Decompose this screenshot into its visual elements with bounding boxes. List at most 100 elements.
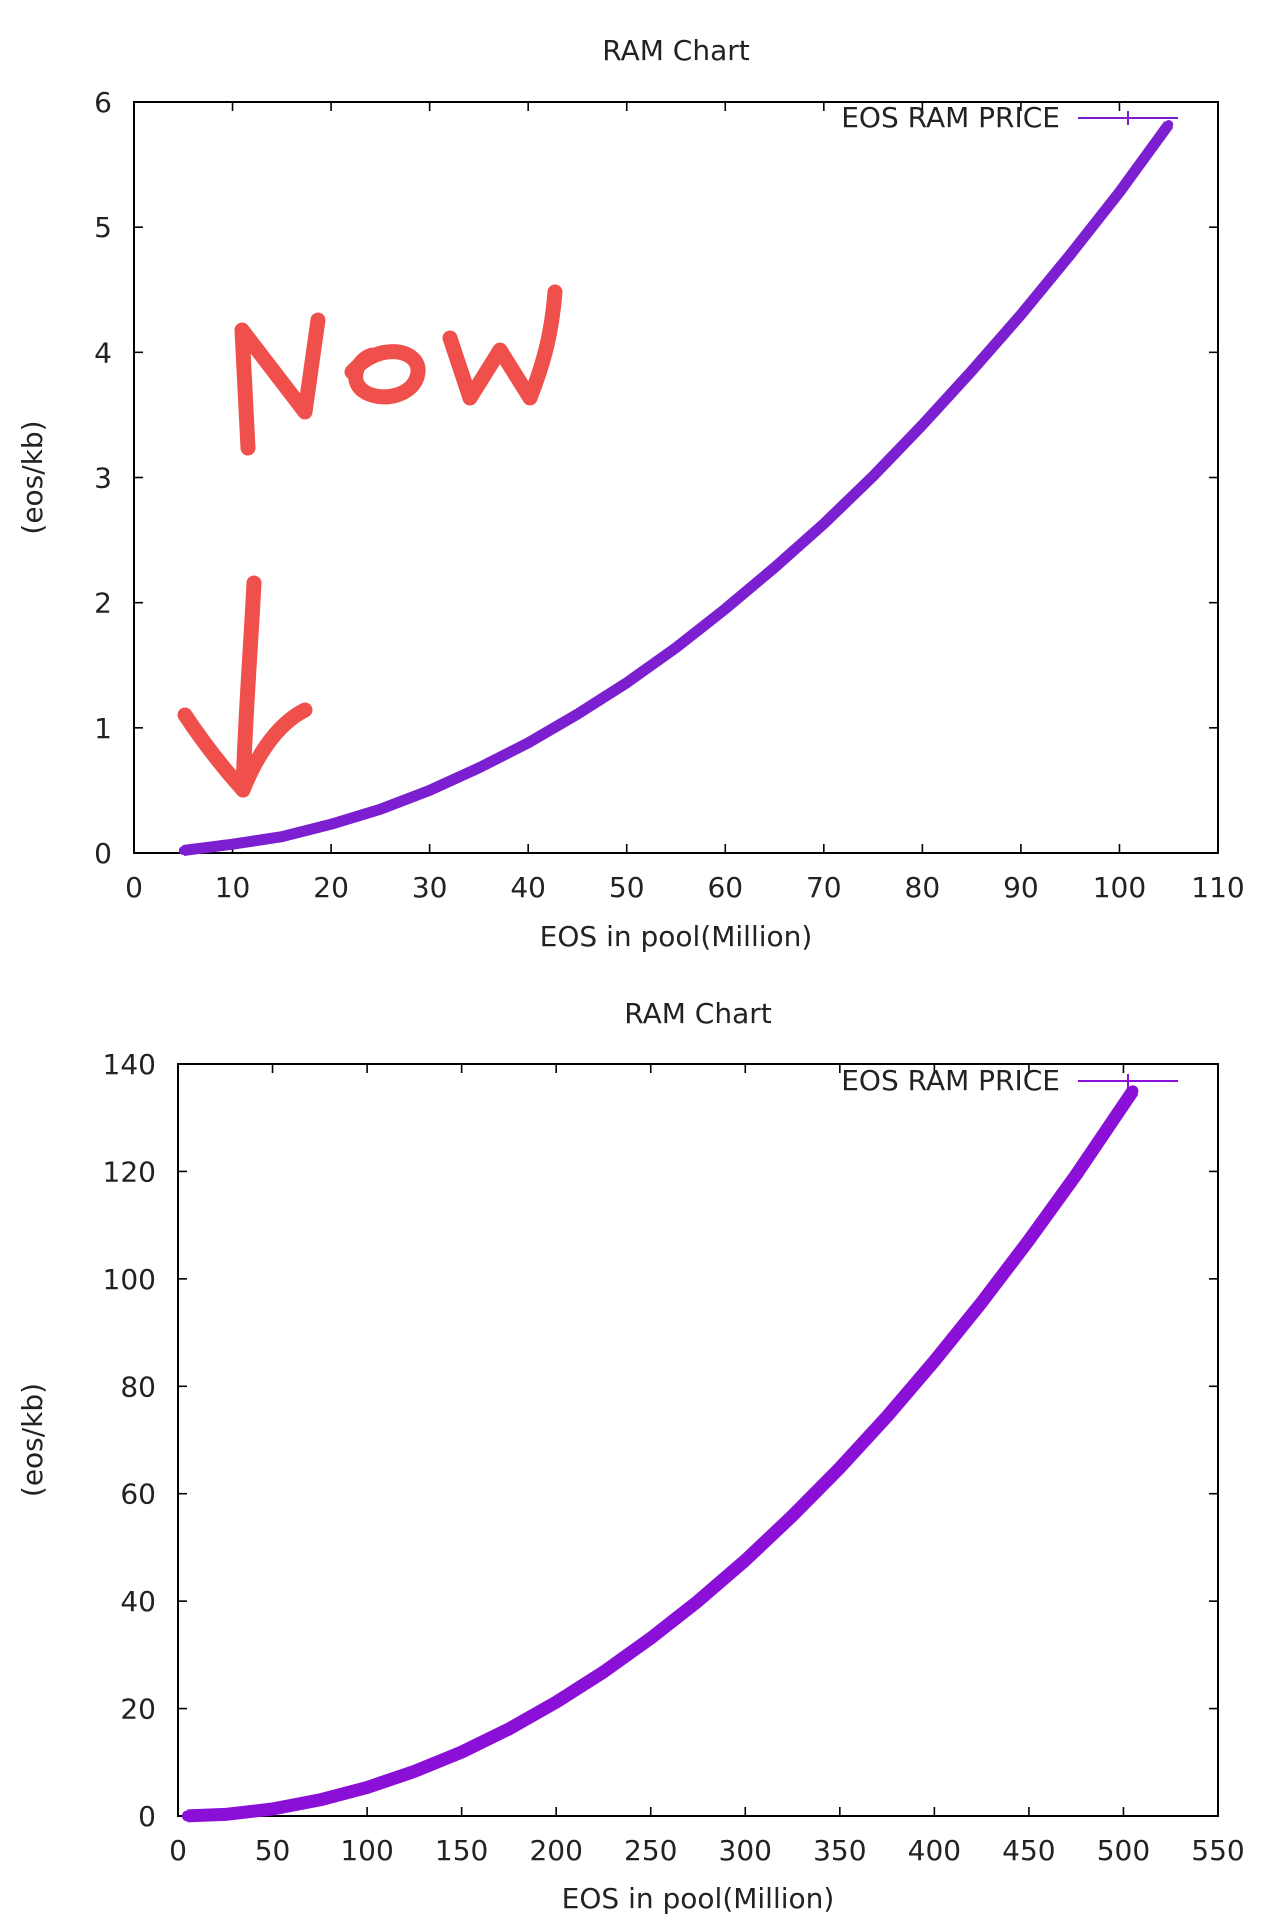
data-point	[967, 366, 977, 376]
x-tick-label: 40	[510, 871, 546, 904]
arrow-head	[177, 702, 313, 798]
x-tick-label: 50	[255, 1834, 291, 1867]
data-point	[1016, 310, 1026, 320]
y-tick-label: 0	[94, 837, 112, 870]
plot-frame	[133, 101, 1219, 854]
data-point	[523, 738, 533, 748]
data-point	[928, 1355, 940, 1367]
y-tick-label: 4	[94, 336, 112, 369]
data-point	[834, 1462, 846, 1474]
data-point	[1164, 120, 1174, 130]
chart-title: RAM Chart	[602, 34, 750, 67]
x-tick-label: 0	[125, 871, 143, 904]
x-tick-label: 90	[1003, 871, 1039, 904]
handwritten-annotation	[177, 284, 563, 798]
series-eos-ram-price	[178, 120, 1174, 856]
y-axis-label: (eos/kb)	[16, 1383, 49, 1497]
plot-frame	[177, 1063, 1219, 1817]
data-point	[1065, 250, 1075, 260]
y-tick-label: 2	[94, 587, 112, 620]
handwritten-letter-n	[234, 312, 326, 456]
data-point	[228, 839, 238, 849]
x-tick-label: 70	[806, 871, 842, 904]
x-tick-label: 100	[1093, 871, 1146, 904]
data-point	[1127, 1085, 1139, 1097]
data-point	[277, 832, 287, 842]
x-tick-label: 80	[905, 871, 941, 904]
x-tick-label: 20	[313, 871, 349, 904]
data-point	[550, 1696, 562, 1708]
x-tick-label: 100	[340, 1834, 393, 1867]
y-tick-label: 6	[94, 86, 112, 119]
chart-title: RAM Chart	[624, 997, 772, 1030]
y-tick-label: 140	[103, 1048, 156, 1081]
data-point	[326, 819, 336, 829]
legend-label: EOS RAM PRICE	[841, 1064, 1060, 1097]
x-tick-label: 250	[624, 1834, 677, 1867]
data-point	[219, 1808, 231, 1820]
x-tick-label: 60	[707, 871, 743, 904]
data-point	[408, 1765, 420, 1777]
data-point	[267, 1803, 279, 1815]
legend-label: EOS RAM PRICE	[841, 101, 1060, 134]
x-axis-label: EOS in pool(Million)	[540, 920, 813, 953]
data-point	[361, 1782, 373, 1794]
data-point	[375, 804, 385, 814]
data-point	[456, 1746, 468, 1758]
series-line	[187, 1087, 1139, 1823]
data-point	[770, 563, 780, 573]
data-point	[976, 1296, 988, 1308]
handwritten-letter-w	[442, 284, 563, 406]
data-point	[178, 845, 188, 855]
chart-1: RAM Chart 0 10 20 30 40 50 60 70 80 90 100 110 0 1 2 3 4 5…	[16, 34, 1245, 953]
data-point	[671, 643, 681, 653]
x-tick-label: 500	[1097, 1834, 1150, 1867]
data-point	[1070, 1169, 1082, 1181]
y-tick-label: 40	[120, 1585, 156, 1618]
x-tick-label: 550	[1191, 1834, 1244, 1867]
y-tick-label: 1	[94, 712, 112, 745]
x-tick-label: 10	[215, 871, 251, 904]
x-tick-label: 30	[412, 871, 448, 904]
handwritten-letter-o	[344, 344, 426, 405]
data-point	[819, 519, 829, 529]
series-line	[182, 121, 1174, 856]
x-tick-label: 200	[529, 1834, 582, 1867]
data-point	[474, 763, 484, 773]
data-point	[917, 420, 927, 430]
x-tick-label: 50	[609, 871, 645, 904]
x-tick-label: 300	[719, 1834, 772, 1867]
data-point	[572, 709, 582, 719]
data-point	[720, 604, 730, 614]
series-eos-ram-price	[181, 1085, 1139, 1823]
data-point	[597, 1666, 609, 1678]
x-tick-label: 450	[1002, 1834, 1055, 1867]
data-point	[1023, 1234, 1035, 1246]
data-point	[622, 678, 632, 688]
data-point	[1114, 187, 1124, 197]
y-tick-label: 60	[120, 1478, 156, 1511]
data-point	[425, 785, 435, 795]
x-tick-label: 400	[908, 1834, 961, 1867]
y-tick-label: 20	[120, 1693, 156, 1726]
y-tick-label: 0	[138, 1800, 156, 1833]
y-tick-label: 120	[103, 1155, 156, 1188]
data-point	[787, 1510, 799, 1522]
arrow-shaft	[235, 575, 262, 798]
y-tick-label: 3	[94, 462, 112, 495]
y-tick-label: 5	[94, 211, 112, 244]
y-axis-label: (eos/kb)	[16, 420, 49, 534]
data-point	[503, 1723, 515, 1735]
data-point	[692, 1595, 704, 1607]
data-point	[645, 1632, 657, 1644]
x-tick-label: 350	[813, 1834, 866, 1867]
data-point	[868, 471, 878, 481]
y-tick-label: 100	[103, 1263, 156, 1296]
x-tick-label: 0	[169, 1834, 187, 1867]
data-point	[314, 1794, 326, 1806]
y-tick-label: 80	[120, 1370, 156, 1403]
data-point	[739, 1554, 751, 1566]
